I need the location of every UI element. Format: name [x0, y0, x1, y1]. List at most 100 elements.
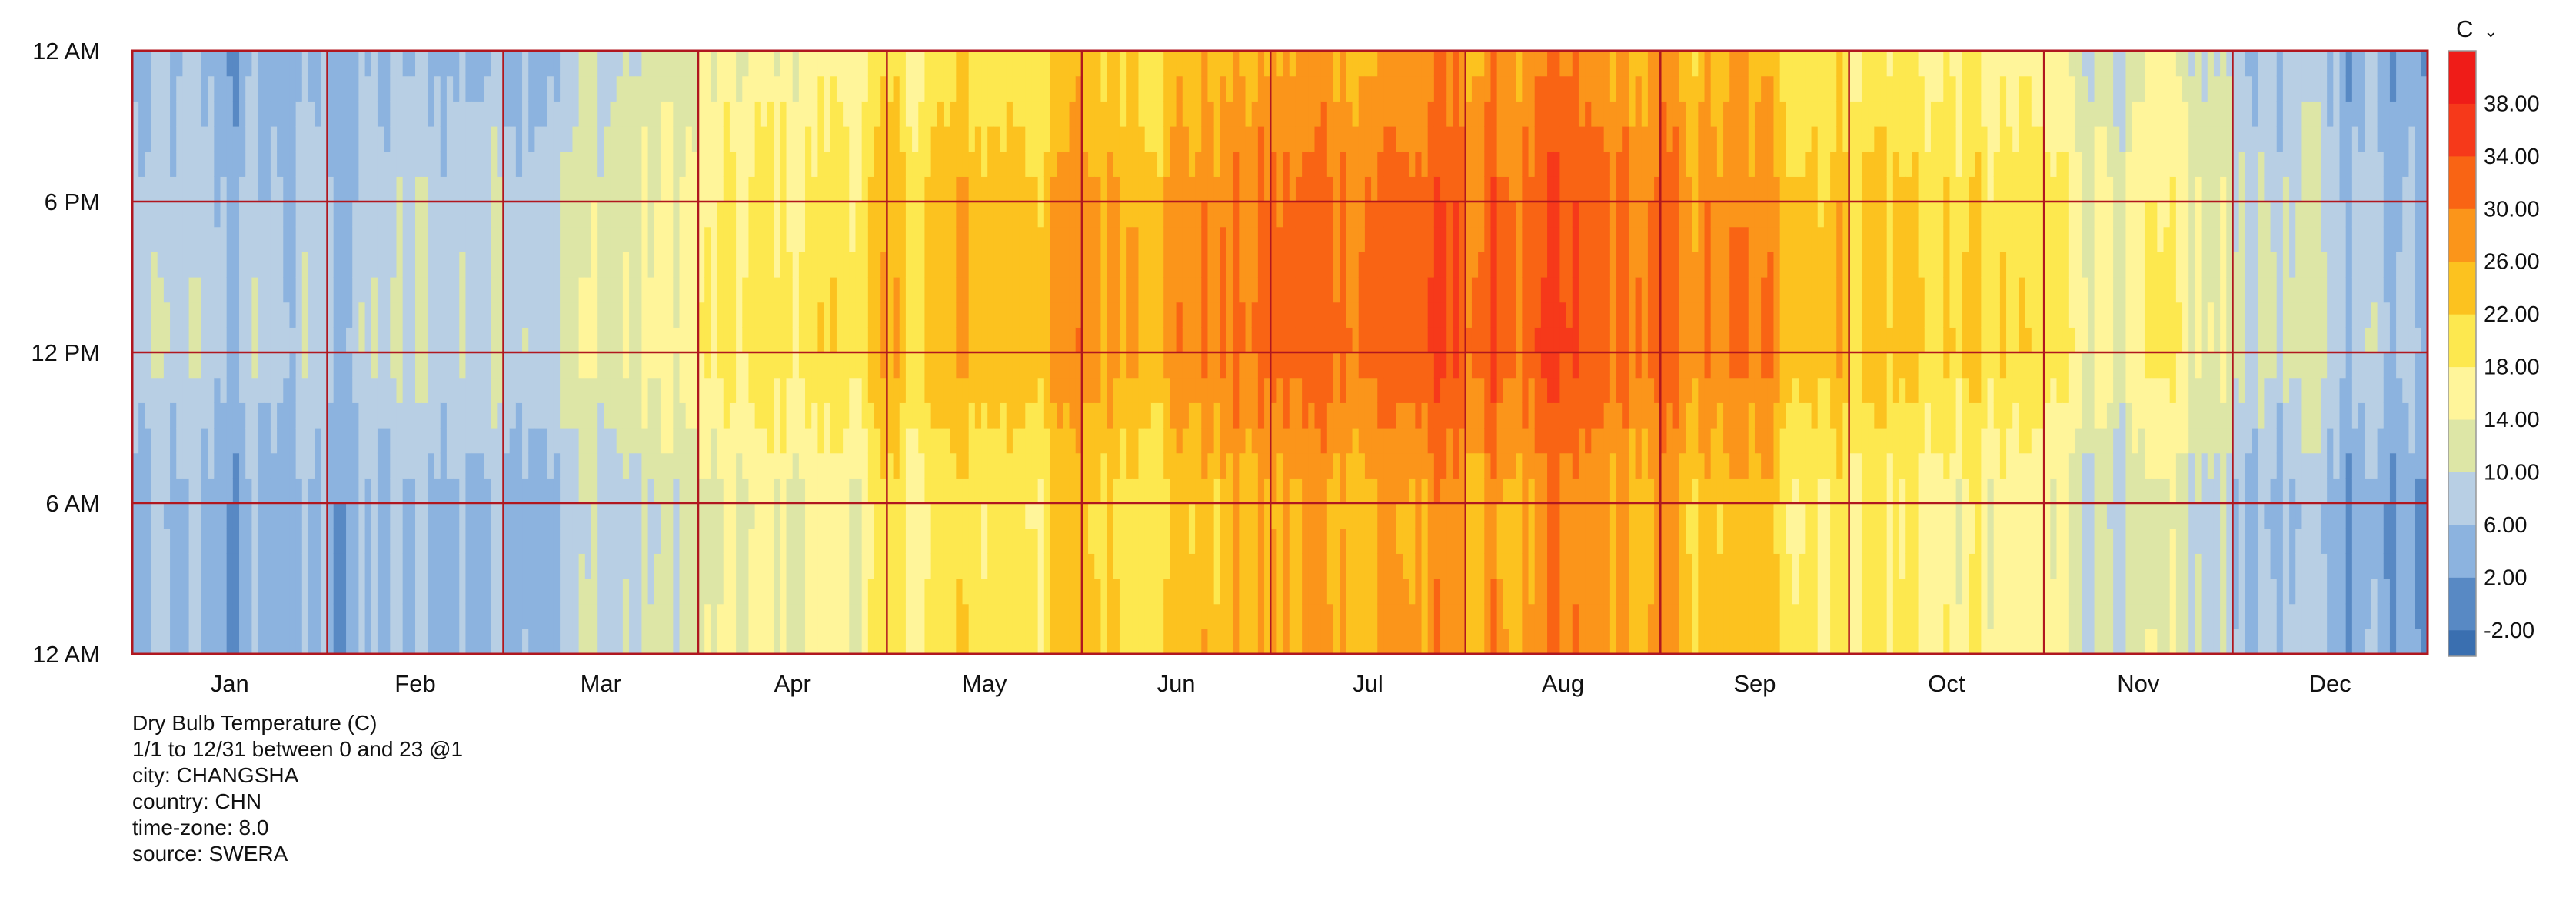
heatmap-cell [1100, 377, 1108, 403]
heatmap-cell [660, 75, 667, 102]
heatmap-cell [188, 101, 196, 127]
heatmap-cell [1427, 553, 1435, 579]
heatmap-cell [491, 226, 498, 252]
heatmap-cell [478, 176, 485, 202]
heatmap-cell [1257, 277, 1265, 303]
heatmap-cell [962, 302, 970, 328]
heatmap-cell [572, 252, 580, 278]
heatmap-cell [277, 503, 284, 529]
heatmap-cell [1144, 176, 1152, 202]
heatmap-cell [484, 452, 491, 479]
heatmap-cell [195, 503, 202, 529]
heatmap-cell [560, 51, 567, 77]
heatmap-cell [572, 101, 580, 127]
heatmap-cell [264, 352, 271, 379]
heatmap-cell [446, 302, 454, 328]
heatmap-cell [622, 428, 630, 454]
heatmap-cell [736, 226, 743, 252]
heatmap-cell [1396, 503, 1403, 529]
heatmap-cell [541, 202, 548, 228]
heatmap-cell [1207, 478, 1215, 504]
heatmap-cell [138, 452, 145, 479]
heatmap-cell [478, 402, 485, 429]
heatmap-cell [402, 126, 410, 152]
heatmap-cell [805, 629, 812, 655]
heatmap-cell [333, 452, 341, 479]
heatmap-cell [1245, 352, 1253, 379]
heatmap-cell [704, 327, 711, 353]
heatmap-cell [1302, 402, 1309, 429]
heatmap-cell [434, 151, 441, 177]
heatmap-cell [1170, 277, 1177, 303]
heatmap-cell [1352, 629, 1360, 655]
heatmap-cell [698, 603, 705, 629]
heatmap-cell [1283, 579, 1290, 605]
heatmap-cell [1320, 528, 1328, 554]
heatmap-cell [396, 452, 404, 479]
heatmap-cell [390, 126, 398, 152]
heatmap-cell [924, 553, 932, 579]
heatmap-cell [434, 302, 441, 328]
heatmap-cell [258, 402, 265, 429]
heatmap-cell [440, 252, 448, 278]
heatmap-cell [591, 603, 598, 629]
heatmap-cell [1283, 553, 1290, 579]
heatmap-cell [339, 553, 347, 579]
heatmap-cell [364, 452, 372, 479]
heatmap-cell [742, 226, 750, 252]
heatmap-cell [390, 528, 398, 554]
heatmap-cell [1025, 176, 1033, 202]
heatmap-cell [685, 377, 693, 403]
heatmap-cell [1081, 377, 1089, 403]
heatmap-cell [308, 75, 315, 102]
heatmap-cell [415, 302, 422, 328]
heatmap-cell [566, 478, 574, 504]
heatmap-cell [861, 51, 869, 77]
heatmap-cell [1377, 352, 1385, 379]
heatmap-cell [327, 151, 334, 177]
heatmap-cell [767, 202, 774, 228]
heatmap-cell [308, 503, 315, 529]
heatmap-cell [836, 553, 844, 579]
heatmap-cell [1037, 478, 1045, 504]
heatmap-cell [1195, 402, 1202, 429]
heatmap-cell [509, 277, 517, 303]
heatmap-cell [849, 352, 857, 379]
heatmap-cell [471, 603, 479, 629]
heatmap-cell [264, 126, 271, 152]
heatmap-cell [1069, 327, 1077, 353]
heatmap-cell [905, 202, 913, 228]
heatmap-cell [654, 226, 661, 252]
heatmap-cell [1326, 528, 1334, 554]
heatmap-cell [1409, 528, 1416, 554]
heatmap-cell [1308, 75, 1316, 102]
heatmap-cell [1050, 226, 1057, 252]
heatmap-cell [1333, 402, 1340, 429]
heatmap-cell [1019, 51, 1026, 77]
heatmap-cell [647, 428, 655, 454]
heatmap-cell [170, 101, 177, 127]
heatmap-cell [685, 402, 693, 429]
heatmap-cell [138, 151, 145, 177]
heatmap-cell [352, 428, 360, 454]
heatmap-cell [774, 452, 780, 479]
heatmap-cell [1113, 503, 1120, 529]
heatmap-cell [384, 277, 391, 303]
heatmap-cell [1025, 202, 1033, 228]
heatmap-cell [138, 402, 145, 429]
heatmap-cell [226, 377, 234, 403]
heatmap-cell [453, 579, 460, 605]
heatmap-cell [1220, 327, 1227, 353]
heatmap-cell [352, 51, 360, 77]
heatmap-cell [830, 176, 837, 202]
heatmap-cell [987, 377, 994, 403]
heatmap-cell [402, 327, 410, 353]
heatmap-cell [1308, 327, 1316, 353]
heatmap-cell [899, 151, 907, 177]
heatmap-cell [1326, 226, 1334, 252]
heatmap-cell [1427, 277, 1435, 303]
heatmap-cell [711, 302, 718, 328]
heatmap-cell [195, 452, 202, 479]
heatmap-cell [1333, 528, 1340, 554]
heatmap-cell [622, 226, 630, 252]
